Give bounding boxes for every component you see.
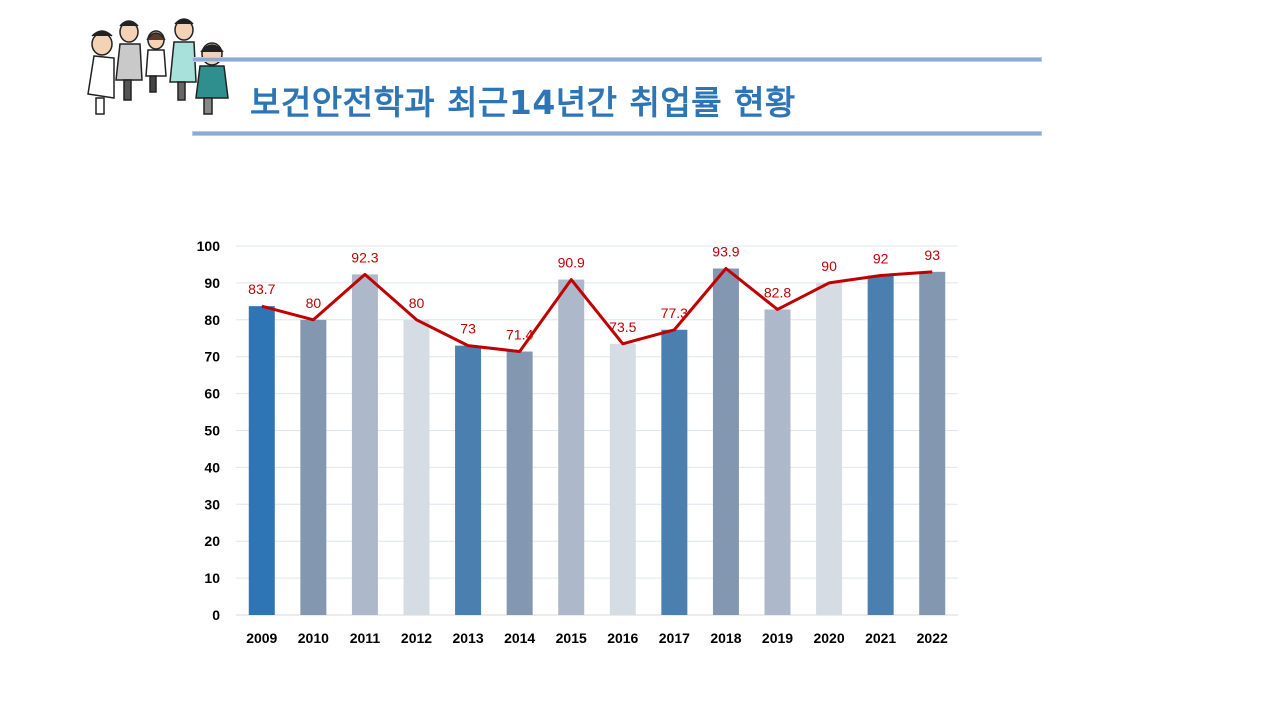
data-label: 90.9 — [558, 255, 585, 271]
x-tick-label: 2021 — [865, 630, 896, 646]
x-tick-label: 2019 — [762, 630, 793, 646]
bar — [816, 282, 843, 615]
people-illustration — [84, 14, 234, 124]
y-tick-label: 70 — [204, 349, 220, 365]
bar — [403, 319, 430, 615]
bar — [558, 279, 585, 615]
y-tick-label: 20 — [204, 533, 220, 549]
x-tick-label: 2014 — [504, 630, 535, 646]
data-label: 93 — [924, 247, 940, 263]
x-tick-label: 2011 — [350, 630, 381, 646]
x-tick-label: 2010 — [298, 630, 329, 646]
bar — [300, 319, 327, 615]
data-label: 93.9 — [712, 244, 739, 260]
x-tick-label: 2013 — [452, 630, 483, 646]
page-title: 보건안전학과 최근14년간 취업률 현황 — [250, 83, 796, 122]
title-rule-top — [192, 57, 1042, 62]
data-label: 90 — [821, 258, 837, 274]
y-tick-label: 0 — [212, 607, 220, 623]
data-label: 77.3 — [661, 305, 688, 321]
data-label: 92 — [873, 251, 889, 267]
y-tick-label: 50 — [204, 423, 220, 439]
x-tick-label: 2012 — [401, 630, 432, 646]
bar — [455, 345, 482, 615]
x-tick-label: 2017 — [659, 630, 690, 646]
x-tick-label: 2016 — [607, 630, 638, 646]
y-tick-label: 40 — [204, 459, 220, 475]
y-tick-label: 80 — [204, 312, 220, 328]
x-tick-label: 2020 — [813, 630, 844, 646]
data-label: 73 — [460, 321, 476, 337]
y-tick-label: 90 — [204, 275, 220, 291]
y-tick-label: 100 — [197, 238, 221, 254]
title-rule-bottom — [192, 131, 1042, 136]
x-tick-label: 2015 — [556, 630, 587, 646]
bar — [919, 271, 946, 615]
x-tick-label: 2022 — [917, 630, 948, 646]
data-label: 83.7 — [248, 281, 275, 297]
bar — [661, 329, 688, 615]
data-label: 82.8 — [764, 284, 791, 300]
x-tick-label: 2009 — [246, 630, 277, 646]
bar — [764, 309, 791, 615]
x-tick-label: 2018 — [710, 630, 741, 646]
bar — [506, 351, 533, 615]
bar — [248, 306, 275, 615]
data-label: 71.4 — [506, 327, 533, 343]
line-series — [261, 267, 933, 354]
data-label: 80 — [409, 295, 425, 311]
y-tick-label: 10 — [204, 570, 220, 586]
bar — [351, 274, 378, 615]
data-label: 73.5 — [609, 319, 636, 335]
data-label: 92.3 — [351, 249, 378, 265]
y-tick-label: 60 — [204, 386, 220, 402]
data-label: 80 — [306, 295, 322, 311]
bar — [712, 268, 739, 615]
y-tick-label: 30 — [204, 496, 220, 512]
bar — [867, 275, 894, 615]
bar — [609, 343, 636, 615]
